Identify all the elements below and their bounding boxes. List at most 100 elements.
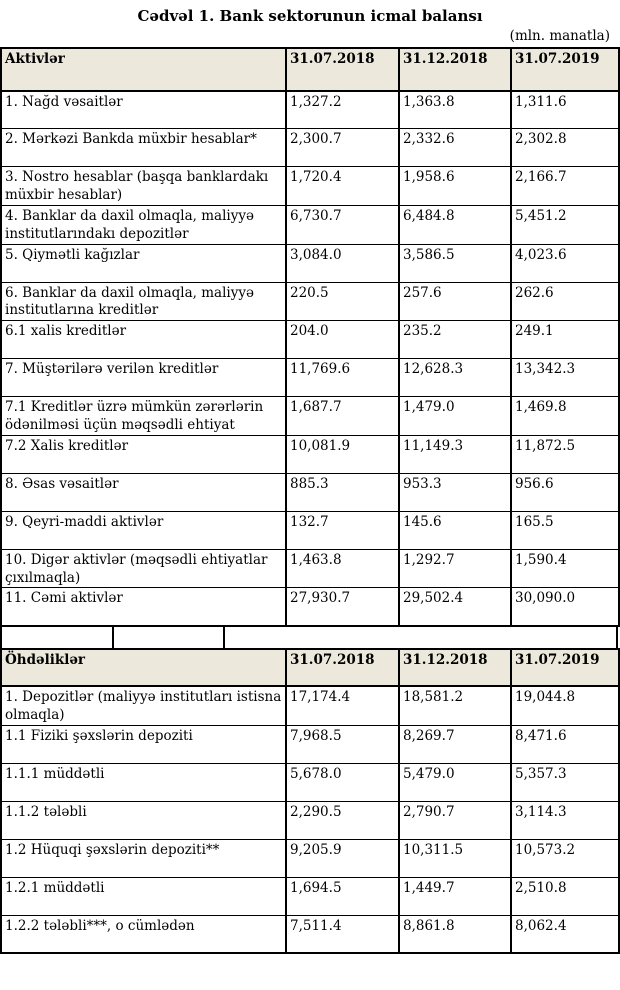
table-row: 9. Qeyri-maddi aktivlər 132.7 145.6 165.5 — [0, 510, 620, 550]
value-cell: 165.5 — [510, 510, 620, 550]
value-cell: 6,484.8 — [398, 204, 512, 245]
value-cell: 3,114.3 — [510, 800, 620, 840]
value-cell: 1,449.7 — [398, 876, 512, 916]
table-row: 5. Qiymətli kağızlar 3,084.0 3,586.5 4,023.… — [0, 243, 620, 283]
table-row: 7.2 Xalis kreditlər 10,081.9 11,149.3 11,87… — [0, 434, 620, 474]
value-cell: 132.7 — [285, 510, 400, 550]
row-label: 8. Əsas vəsaitlər — [0, 472, 287, 512]
value-cell: 885.3 — [285, 472, 400, 512]
row-label: 6. Banklar da daxil olmaqla, maliyyə ins… — [0, 281, 287, 322]
value-cell: 8,062.4 — [510, 914, 620, 954]
gap-cell — [225, 627, 616, 648]
value-cell: 1,720.4 — [285, 166, 400, 206]
table-title: Cədvəl 1. Bank sektorunun icmal balansı — [137, 7, 483, 25]
value-cell: 27,930.7 — [285, 587, 400, 627]
value-cell: 3,084.0 — [285, 243, 400, 283]
value-cell: 7,968.5 — [285, 724, 400, 764]
table-row: 10. Digər aktivlər (məqsədli ehtiyatlar … — [0, 548, 620, 589]
row-label: 11. Cəmi aktivlər — [0, 587, 287, 627]
value-cell: 1,311.6 — [510, 90, 620, 130]
value-cell: 5,678.0 — [285, 762, 400, 802]
date-column-header: 31.12.2018 — [398, 47, 512, 92]
table-row: 7.1 Kreditlər üzrə mümkün zərərlərin ödə… — [0, 396, 620, 436]
assets-header-row: Aktivlər 31.07.2018 31.12.2018 31.07.2019 — [0, 47, 620, 92]
table-row: 1.2 Hüquqi şəxslərin depoziti** 9,205.9 10… — [0, 838, 620, 878]
value-cell: 1,292.7 — [398, 548, 512, 589]
document-page: Cədvəl 1. Bank sektorunun icmal balansı … — [0, 7, 620, 955]
table-row: 6.1 xalis kreditlər 204.0 235.2 249.1 — [0, 320, 620, 360]
value-cell: 235.2 — [398, 320, 512, 360]
value-cell: 12,628.3 — [398, 358, 512, 398]
table-row: 3. Nostro hesablar (başqa banklardakı mü… — [0, 166, 620, 206]
value-cell: 2,300.7 — [285, 128, 400, 168]
date-column-header: 31.07.2019 — [510, 47, 620, 92]
row-label: 1.2.1 müddətli — [0, 876, 287, 916]
gap-cell — [114, 626, 225, 648]
table-row: 11. Cəmi aktivlər 27,930.7 29,502.4 30,090.… — [0, 587, 620, 627]
table-row: 1.1.1 müddətli 5,678.0 5,479.0 5,357.3 — [0, 762, 620, 802]
table-row: 1.1 Fiziki şəxslərin depoziti 7,968.5 8,26… — [0, 724, 620, 764]
row-label: 1.2.2 tələbli***, o cümlədən — [0, 914, 287, 954]
value-cell: 2,790.7 — [398, 800, 512, 840]
value-cell: 18,581.2 — [398, 685, 512, 726]
value-cell: 262.6 — [510, 281, 620, 322]
row-label: 1.1.1 müddətli — [0, 762, 287, 802]
row-label: 1.1 Fiziki şəxslərin depoziti — [0, 724, 287, 764]
value-cell: 4,023.6 — [510, 243, 620, 283]
value-cell: 10,081.9 — [285, 434, 400, 474]
value-cell: 1,958.6 — [398, 166, 512, 206]
value-cell: 11,149.3 — [398, 434, 512, 474]
assets-table: Aktivlər 31.07.2018 31.12.2018 31.07.2019 1.… — [0, 46, 620, 627]
row-label: 10. Digər aktivlər (məqsədli ehtiyatlar … — [0, 548, 287, 589]
row-label: 7.2 Xalis kreditlər — [0, 434, 287, 474]
row-label: 1. Depozitlər (maliyyə institutları isti… — [0, 685, 287, 726]
value-cell: 1,479.0 — [398, 396, 512, 436]
value-cell: 956.6 — [510, 472, 620, 512]
row-label: 3. Nostro hesablar (başqa banklardakı mü… — [0, 166, 287, 206]
table-row: 1. Depozitlər (maliyyə institutları isti… — [0, 685, 620, 726]
value-cell: 29,502.4 — [398, 587, 512, 627]
value-cell: 1,469.8 — [510, 396, 620, 436]
assets-section-title: Aktivlər — [0, 47, 287, 92]
value-cell: 1,590.4 — [510, 548, 620, 589]
row-label: 1.1.2 tələbli — [0, 800, 287, 840]
value-cell: 17,174.4 — [285, 685, 400, 726]
value-cell: 8,861.8 — [398, 914, 512, 954]
value-cell: 5,479.0 — [398, 762, 512, 802]
table-row: 8. Əsas vəsaitlər 885.3 953.3 956.6 — [0, 472, 620, 512]
row-label: 5. Qiymətli kağızlar — [0, 243, 287, 283]
row-label: 2. Mərkəzi Bankda müxbir hesablar* — [0, 128, 287, 168]
value-cell: 5,451.2 — [510, 204, 620, 245]
date-column-header: 31.07.2018 — [285, 47, 400, 92]
value-cell: 5,357.3 — [510, 762, 620, 802]
value-cell: 220.5 — [285, 281, 400, 322]
value-cell: 204.0 — [285, 320, 400, 360]
value-cell: 249.1 — [510, 320, 620, 360]
liabilities-header-row: Öhdəliklər 31.07.2018 31.12.2018 31.07.2019 — [0, 648, 620, 687]
table-row: 7. Müştərilərə verilən kreditlər 11,769.6… — [0, 358, 620, 398]
date-column-header: 31.07.2019 — [510, 648, 620, 687]
value-cell: 10,573.2 — [510, 838, 620, 878]
value-cell: 1,687.7 — [285, 396, 400, 436]
table-row: 1.2.2 tələbli***, o cümlədən 7,511.4 8,861… — [0, 914, 620, 954]
gap-cell — [2, 626, 114, 648]
value-cell: 2,290.5 — [285, 800, 400, 840]
value-cell: 11,872.5 — [510, 434, 620, 474]
value-cell: 2,302.8 — [510, 128, 620, 168]
date-column-header: 31.12.2018 — [398, 648, 512, 687]
value-cell: 9,205.9 — [285, 838, 400, 878]
value-cell: 8,269.7 — [398, 724, 512, 764]
value-cell: 13,342.3 — [510, 358, 620, 398]
value-cell: 2,166.7 — [510, 166, 620, 206]
unit-note: (mln. manatla) — [509, 28, 610, 44]
row-label: 1. Nağd vəsaitlər — [0, 90, 287, 130]
date-column-header: 31.07.2018 — [285, 648, 400, 687]
table-row: 6. Banklar da daxil olmaqla, maliyyə ins… — [0, 281, 620, 322]
liabilities-table: Öhdəliklər 31.07.2018 31.12.2018 31.07.2019… — [0, 647, 620, 955]
table-row: 1.1.2 tələbli 2,290.5 2,790.7 3,114.3 — [0, 800, 620, 840]
row-label: 1.2 Hüquqi şəxslərin depoziti** — [0, 838, 287, 878]
value-cell: 7,511.4 — [285, 914, 400, 954]
value-cell: 2,510.8 — [510, 876, 620, 916]
value-cell: 1,327.2 — [285, 90, 400, 130]
table-row: 2. Mərkəzi Bankda müxbir hesablar* 2,300.… — [0, 128, 620, 168]
